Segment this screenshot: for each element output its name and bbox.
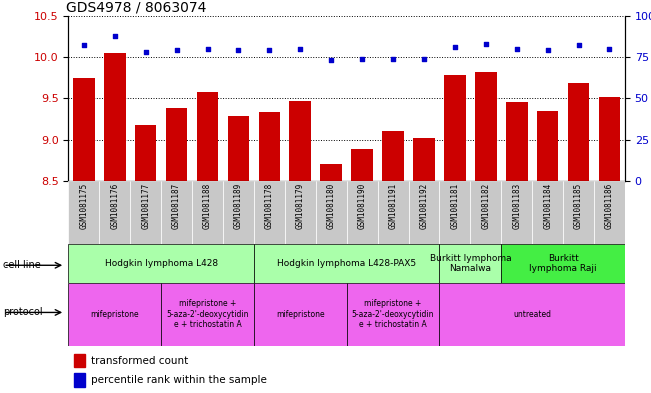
- Text: GSM1081175: GSM1081175: [79, 183, 89, 229]
- Bar: [501, 181, 532, 244]
- Bar: [413, 138, 435, 393]
- Bar: [568, 83, 589, 393]
- Bar: [104, 53, 126, 393]
- Bar: [470, 181, 501, 244]
- Bar: [254, 283, 346, 346]
- Point: [357, 55, 367, 62]
- Bar: [254, 181, 284, 244]
- Bar: [501, 244, 625, 283]
- Text: GSM1081176: GSM1081176: [110, 183, 119, 229]
- Text: GSM1081183: GSM1081183: [512, 183, 521, 229]
- Point: [202, 46, 213, 52]
- Bar: [223, 181, 254, 244]
- Bar: [506, 103, 527, 393]
- Point: [326, 57, 337, 63]
- Bar: [166, 108, 187, 393]
- Bar: [290, 101, 311, 393]
- Text: GSM1081179: GSM1081179: [296, 183, 305, 229]
- Point: [419, 55, 429, 62]
- Text: protocol: protocol: [3, 307, 43, 318]
- Point: [109, 32, 120, 39]
- Text: percentile rank within the sample: percentile rank within the sample: [90, 375, 266, 386]
- Text: GSM1081191: GSM1081191: [389, 183, 398, 229]
- Text: mifepristone: mifepristone: [276, 310, 325, 319]
- Bar: [228, 116, 249, 393]
- Bar: [346, 283, 439, 346]
- Text: GSM1081188: GSM1081188: [203, 183, 212, 229]
- Bar: [254, 244, 439, 283]
- Bar: [382, 131, 404, 393]
- Text: GSM1081186: GSM1081186: [605, 183, 614, 229]
- Text: Hodgkin lymphoma L428: Hodgkin lymphoma L428: [105, 259, 217, 268]
- Bar: [444, 75, 465, 393]
- Text: mifepristone +
5-aza-2'-deoxycytidin
e + trichostatin A: mifepristone + 5-aza-2'-deoxycytidin e +…: [352, 299, 434, 329]
- Bar: [68, 283, 161, 346]
- Point: [171, 47, 182, 53]
- Bar: [197, 92, 218, 393]
- Bar: [378, 181, 409, 244]
- Text: Burkitt lymphoma
Namalwa: Burkitt lymphoma Namalwa: [430, 253, 511, 273]
- Text: GSM1081182: GSM1081182: [481, 183, 490, 229]
- Point: [388, 55, 398, 62]
- Bar: [135, 125, 156, 393]
- Bar: [346, 181, 378, 244]
- Bar: [532, 181, 563, 244]
- Bar: [409, 181, 439, 244]
- Point: [542, 47, 553, 53]
- Bar: [439, 181, 470, 244]
- Bar: [68, 244, 254, 283]
- Bar: [475, 72, 497, 393]
- Bar: [284, 181, 316, 244]
- Bar: [320, 164, 342, 393]
- Point: [295, 46, 305, 52]
- Bar: [74, 373, 85, 387]
- Bar: [599, 97, 620, 393]
- Text: GSM1081181: GSM1081181: [450, 183, 460, 229]
- Bar: [161, 283, 254, 346]
- Bar: [439, 283, 625, 346]
- Text: GSM1081187: GSM1081187: [172, 183, 181, 229]
- Text: Hodgkin lymphoma L428-PAX5: Hodgkin lymphoma L428-PAX5: [277, 259, 416, 268]
- Bar: [99, 181, 130, 244]
- Bar: [258, 112, 280, 393]
- Point: [604, 46, 615, 52]
- Point: [141, 49, 151, 55]
- Text: Burkitt
lymphoma Raji: Burkitt lymphoma Raji: [529, 253, 597, 273]
- Text: GSM1081177: GSM1081177: [141, 183, 150, 229]
- Text: transformed count: transformed count: [90, 356, 188, 366]
- Bar: [130, 181, 161, 244]
- Text: GSM1081184: GSM1081184: [543, 183, 552, 229]
- Text: GSM1081189: GSM1081189: [234, 183, 243, 229]
- Bar: [316, 181, 346, 244]
- Bar: [192, 181, 223, 244]
- Text: mifepristone: mifepristone: [90, 310, 139, 319]
- Point: [264, 47, 275, 53]
- Point: [450, 44, 460, 50]
- Bar: [594, 181, 625, 244]
- Bar: [74, 354, 85, 367]
- Text: GSM1081185: GSM1081185: [574, 183, 583, 229]
- Text: untreated: untreated: [513, 310, 551, 319]
- Text: mifepristone +
5-aza-2'-deoxycytidin
e + trichostatin A: mifepristone + 5-aza-2'-deoxycytidin e +…: [166, 299, 249, 329]
- Text: GDS4978 / 8063074: GDS4978 / 8063074: [66, 0, 206, 15]
- Bar: [161, 181, 192, 244]
- Point: [79, 42, 89, 49]
- Text: GSM1081190: GSM1081190: [357, 183, 367, 229]
- Bar: [563, 181, 594, 244]
- Point: [512, 46, 522, 52]
- Text: GSM1081180: GSM1081180: [327, 183, 336, 229]
- Point: [233, 47, 243, 53]
- Bar: [68, 181, 99, 244]
- Bar: [439, 244, 501, 283]
- Text: cell line: cell line: [3, 260, 41, 270]
- Text: GSM1081192: GSM1081192: [419, 183, 428, 229]
- Point: [480, 40, 491, 47]
- Bar: [352, 149, 373, 393]
- Text: GSM1081178: GSM1081178: [265, 183, 274, 229]
- Point: [574, 42, 584, 49]
- Bar: [73, 78, 94, 393]
- Bar: [537, 111, 559, 393]
